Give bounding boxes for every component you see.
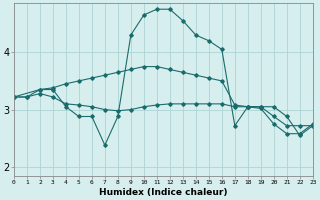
X-axis label: Humidex (Indice chaleur): Humidex (Indice chaleur) <box>99 188 228 197</box>
